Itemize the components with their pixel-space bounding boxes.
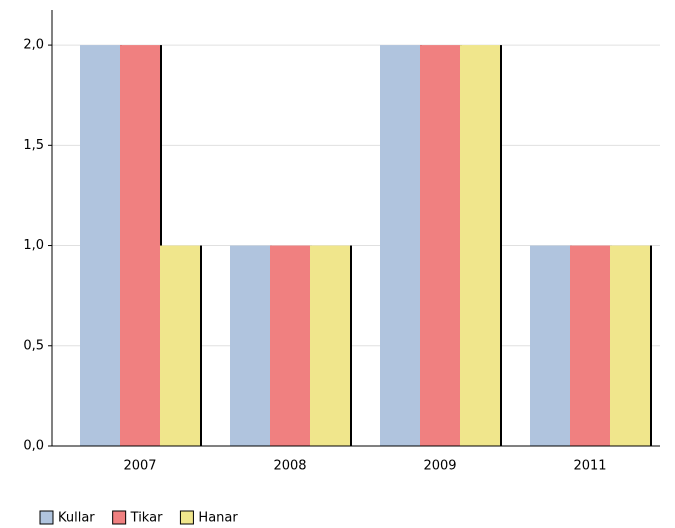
- y-tick-label: 0,0: [23, 439, 44, 454]
- bar: [120, 45, 160, 446]
- legend-swatch: [39, 510, 54, 525]
- y-tick-label: 1,5: [23, 138, 44, 153]
- bar: [420, 45, 460, 446]
- bar: [380, 45, 420, 446]
- bar: [610, 245, 650, 446]
- legend-label: Kullar: [58, 511, 95, 526]
- bar: [570, 245, 610, 446]
- x-tick-label: 2009: [423, 459, 456, 474]
- x-tick-label: 2011: [573, 459, 606, 474]
- bar-edge: [200, 245, 202, 446]
- y-tick-label: 0,5: [23, 338, 44, 353]
- x-tick-label: 2007: [123, 459, 156, 474]
- legend-label: Tikar: [130, 511, 163, 526]
- y-tick-label: 1,0: [23, 238, 44, 253]
- bar-edge: [350, 245, 352, 446]
- bar-edge: [650, 245, 652, 446]
- legend-label: Hanar: [198, 511, 238, 526]
- bar: [230, 245, 270, 446]
- bar: [460, 45, 500, 446]
- bar: [80, 45, 120, 446]
- legend-swatch: [179, 510, 194, 525]
- bar: [310, 245, 350, 446]
- bar: [270, 245, 310, 446]
- bar: [160, 245, 200, 446]
- x-tick-label: 2008: [273, 459, 306, 474]
- legend-swatch: [112, 510, 127, 525]
- bar-edge: [500, 45, 502, 446]
- bar: [530, 245, 570, 446]
- y-tick-label: 2,0: [23, 38, 44, 53]
